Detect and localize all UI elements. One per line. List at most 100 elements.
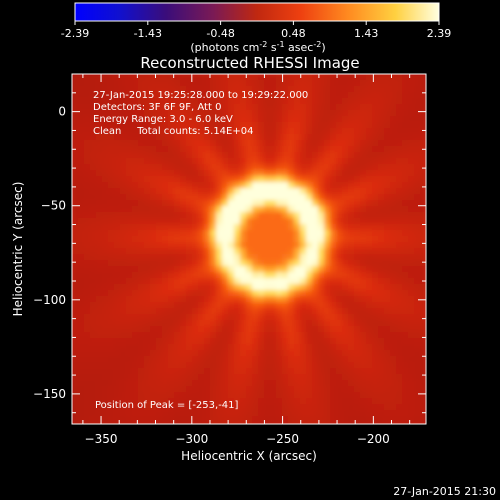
heatmap-cell [354,368,361,375]
heatmap-cell [390,182,397,189]
heatmap-cell [396,98,403,105]
heatmap-cell [144,194,151,201]
heatmap-cell [372,128,379,135]
heatmap-cell [168,392,175,399]
heatmap-cell [144,416,151,423]
heatmap-cell [336,326,343,333]
heatmap-cell [402,146,409,153]
heatmap-cell [360,374,367,381]
heatmap-cell [336,416,343,423]
heatmap-cell [222,110,229,117]
heatmap-cell [144,140,151,147]
heatmap-cell [132,290,139,297]
heatmap-cell [234,308,241,315]
heatmap-cell [408,104,415,111]
heatmap-cell [192,236,199,243]
heatmap-cell [396,296,403,303]
heatmap-cell [414,308,421,315]
heatmap-cell [114,110,121,117]
heatmap-cell [132,200,139,207]
heatmap-cell [240,152,247,159]
heatmap-cell [276,236,283,243]
heatmap-cell [264,128,271,135]
heatmap-cell [378,158,385,165]
heatmap-cell [90,350,97,357]
heatmap-cell [90,404,97,411]
heatmap-cell [114,182,121,189]
heatmap-cell [402,314,409,321]
heatmap-cell [234,86,241,93]
heatmap-cell [366,224,373,231]
heatmap-cell [312,290,319,297]
heatmap-cell [354,212,361,219]
heatmap-cell [102,92,109,99]
heatmap-cell [138,80,145,87]
heatmap-cell [84,380,91,387]
heatmap-cell [138,410,145,417]
heatmap-cell [216,98,223,105]
heatmap-cell [402,104,409,111]
heatmap-cell [372,422,379,424]
heatmap-cell [204,392,211,399]
heatmap-cell [234,338,241,345]
heatmap-cell [330,140,337,147]
heatmap-cell [90,176,97,183]
heatmap-cell [174,242,181,249]
heatmap-cell [270,176,277,183]
heatmap-cell [96,248,103,255]
heatmap-cell [162,74,169,81]
heatmap-cell [378,392,385,399]
heatmap-cell [366,404,373,411]
heatmap-cell [132,170,139,177]
heatmap-cell [252,230,259,237]
heatmap-cell [360,356,367,363]
heatmap-cell [90,272,97,279]
heatmap-cell [180,194,187,201]
heatmap-cell [204,104,211,111]
heatmap-cell [408,176,415,183]
heatmap-cell [324,116,331,123]
heatmap-cell [156,404,163,411]
heatmap-cell [240,158,247,165]
heatmap-cell [180,224,187,231]
heatmap-cell [132,206,139,213]
heatmap-cell [72,338,79,345]
heatmap-cell [390,266,397,273]
heatmap-cell [168,224,175,231]
heatmap-cell [252,254,259,261]
heatmap-cell [384,230,391,237]
heatmap-cell [354,230,361,237]
heatmap-cell [216,356,223,363]
heatmap-cell [390,392,397,399]
heatmap-cell [348,386,355,393]
heatmap-cell [378,368,385,375]
heatmap-cell [246,362,253,369]
heatmap-cell [390,308,397,315]
heatmap-cell [108,80,115,87]
heatmap-cell [378,176,385,183]
heatmap-cell [132,212,139,219]
heatmap-cell [234,128,241,135]
heatmap-cell [180,260,187,267]
heatmap-cell [96,332,103,339]
heatmap-cell [108,116,115,123]
heatmap-cell [306,242,313,249]
heatmap-cell [330,92,337,99]
heatmap-cell [420,230,426,237]
heatmap-cell [192,404,199,411]
heatmap-cell [84,374,91,381]
heatmap-cell [348,266,355,273]
heatmap-cell [102,248,109,255]
heatmap-cell [330,248,337,255]
heatmap-cell [342,140,349,147]
heatmap-cell [384,74,391,81]
heatmap-cell [294,122,301,129]
heatmap-cell [234,296,241,303]
heatmap-cell [384,320,391,327]
heatmap-cell [168,158,175,165]
heatmap-cell [204,128,211,135]
heatmap-cell [204,356,211,363]
heatmap-cell [138,326,145,333]
heatmap-cell [360,200,367,207]
heatmap-cell [72,422,79,424]
